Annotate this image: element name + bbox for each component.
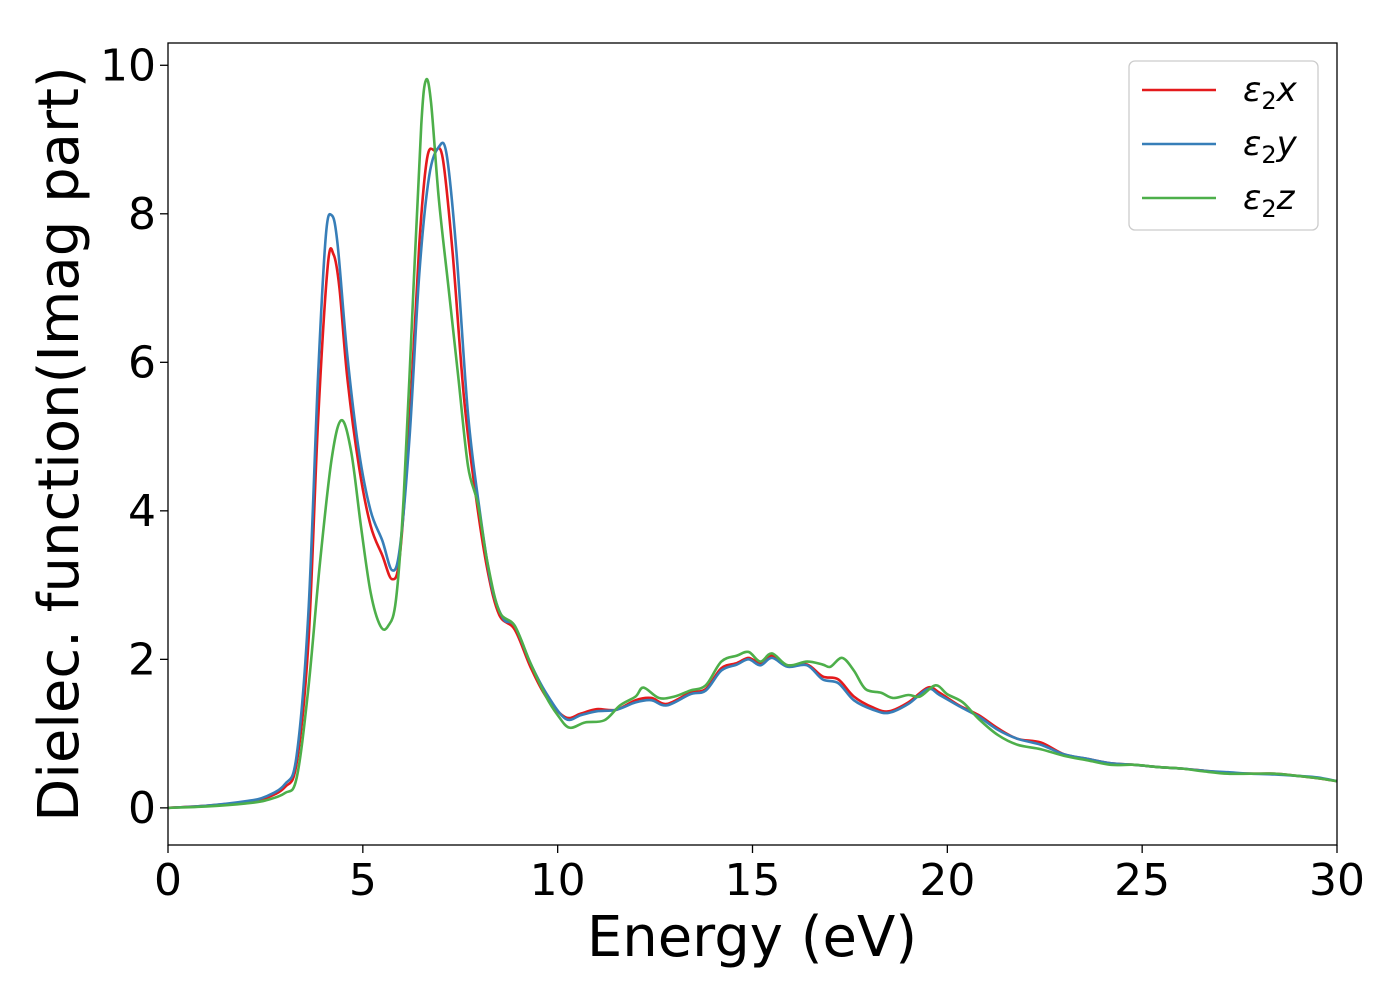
y-tick-label: 0 [128, 783, 156, 834]
y-tick-label: 10 [100, 40, 156, 91]
series-line-z [168, 77, 1337, 810]
series-line-y [168, 141, 1337, 810]
x-tick-label: 30 [1309, 855, 1365, 906]
legend: ε2x ε2y ε2z [1128, 60, 1319, 231]
y-axis: 0 2 4 6 8 10 [100, 40, 168, 834]
x-tick-label: 20 [919, 855, 975, 906]
x-tick-label: 25 [1114, 855, 1170, 906]
y-tick-label: 8 [128, 189, 156, 240]
legend-label-x: ε2x [1243, 70, 1298, 115]
x-axis: 0 5 10 15 20 25 30 [154, 845, 1365, 906]
legend-box [1128, 60, 1319, 231]
y-tick-label: 2 [128, 634, 156, 685]
x-tick-label: 15 [725, 855, 781, 906]
x-tick-label: 0 [154, 855, 182, 906]
series-line-x [168, 146, 1337, 810]
y-tick-label: 4 [128, 486, 156, 537]
series-layer [168, 77, 1337, 810]
x-axis-title: Energy (eV) [587, 905, 917, 970]
x-tick-label: 5 [349, 855, 377, 906]
y-axis-title: Dielec. function(Imag part) [27, 66, 92, 822]
y-tick-label: 6 [128, 337, 156, 388]
x-tick-label: 10 [530, 855, 586, 906]
legend-label-y: ε2y [1243, 124, 1298, 169]
legend-label-z: ε2z [1243, 178, 1296, 223]
